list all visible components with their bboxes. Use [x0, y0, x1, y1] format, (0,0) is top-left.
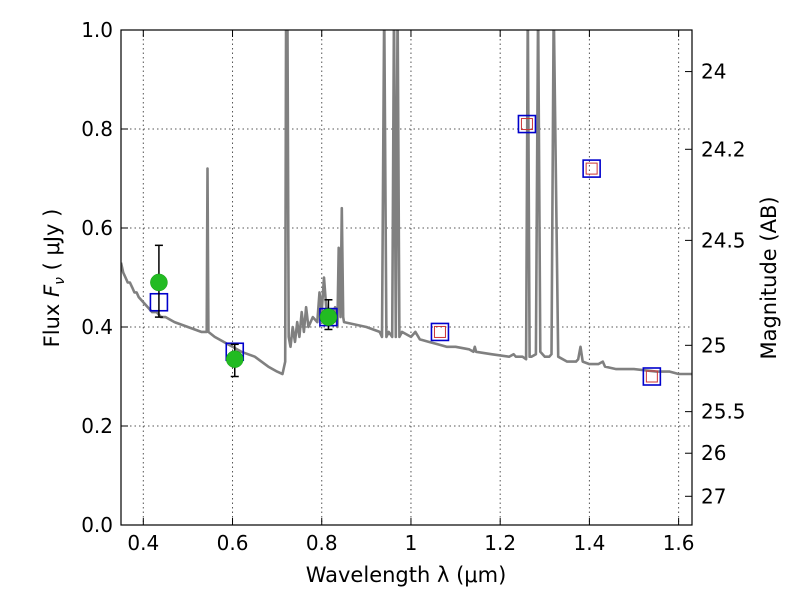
x-tick-label: 0.6 — [217, 531, 249, 555]
model-photometry-box — [582, 159, 601, 178]
photometry-layer — [149, 114, 662, 386]
y2-tick-label: 24.2 — [701, 137, 746, 161]
model-spectrum-layer — [121, 30, 692, 376]
y-axis-label: Flux Fν ( μJy ) — [40, 209, 68, 348]
y-tick-label: 0.6 — [81, 216, 113, 240]
y2-tick-label: 27 — [701, 484, 726, 508]
y2-tick-label: 25 — [701, 333, 726, 357]
filter-photometry-box — [433, 325, 446, 338]
model-photometry-box — [517, 114, 537, 134]
y2-tick-label: 25.5 — [701, 400, 746, 424]
y2-axis-label: Magnitude (AB) — [757, 196, 781, 359]
y-tick-label: 0.0 — [81, 513, 113, 537]
y-tick-label: 0.2 — [81, 414, 113, 438]
x-tick-label: 1 — [405, 531, 418, 555]
x-tick-label: 1.4 — [573, 531, 605, 555]
observed-point — [319, 308, 338, 326]
observed-point — [150, 273, 168, 292]
y2-tick-label: 26 — [701, 441, 726, 465]
y2-tick-label: 24.5 — [701, 228, 746, 252]
filter-photometry-box — [585, 162, 598, 175]
y2-tick-label: 24 — [701, 60, 726, 84]
x-tick-label: 1.6 — [663, 531, 695, 555]
x-tick-label: 0.4 — [127, 531, 159, 555]
y-tick-label: 1.0 — [81, 18, 113, 42]
filter-photometry-box — [645, 370, 658, 383]
observed-point — [226, 350, 244, 368]
axis-ticks: 0.4 0.6 0.8 1 1.2 1.4 1.6 0.0 0.2 0.4 0.6 0.8 1.0 24 2… — [81, 18, 745, 555]
y-tick-label: 0.8 — [81, 117, 113, 141]
x-axis-label: Wavelength λ (μm) — [306, 563, 507, 587]
plot-frame — [120, 29, 693, 526]
x-tick-label: 1.2 — [484, 531, 516, 555]
model-photometry-box — [430, 322, 450, 342]
model-photometry-box — [642, 367, 662, 386]
filter-photometry-box — [520, 118, 533, 131]
model-spectrum-line — [121, 30, 692, 376]
y-tick-label: 0.4 — [81, 315, 113, 339]
x-tick-label: 0.8 — [306, 531, 338, 555]
